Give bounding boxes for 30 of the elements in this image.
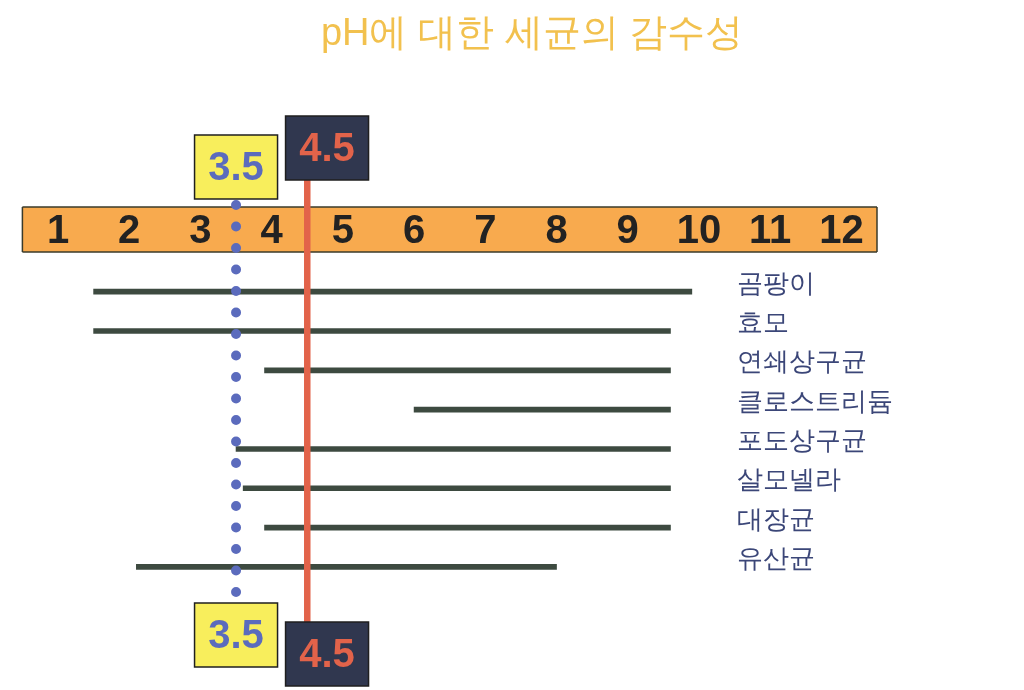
bar (264, 367, 671, 374)
x-tick-label: 9 (616, 207, 639, 252)
x-tick-label: 7 (474, 207, 497, 252)
bar (235, 446, 671, 452)
text: 4.5 (299, 125, 355, 170)
ref-line-label: 3.5 (208, 612, 264, 657)
text: 3.5 (208, 144, 264, 189)
x-tick-label: 2 (118, 207, 141, 252)
y-tick-label: 클로스트리듐 (736, 385, 893, 416)
y-tick-label: 대장균 (736, 503, 815, 534)
x-tick-label: 10 (676, 207, 722, 252)
y-tick-label: 포도상구균 (736, 425, 867, 456)
bar (242, 485, 671, 492)
y-tick-label: 연쇄상구균 (736, 346, 867, 377)
chart-title: pH에 대한 세균의 감수성 (319, 10, 745, 55)
x-tick-label: 6 (402, 207, 426, 252)
x-tick-label: 8 (545, 207, 568, 252)
y-tick-label: 효모 (736, 307, 789, 338)
x-tick-label: 1 (46, 207, 70, 252)
x-tick-label: 5 (331, 207, 354, 252)
y-tick-label: 살모넬라 (736, 464, 841, 495)
bar (93, 328, 671, 334)
x-tick-label: 4 (260, 207, 284, 252)
bar (136, 564, 557, 570)
x-tick-label: 11 (749, 207, 792, 252)
x-tick-label: 12 (819, 207, 864, 252)
y-tick-label: 유산균 (736, 543, 815, 574)
ref-line-label: 4.5 (299, 631, 355, 676)
x-tick-label: 3 (189, 207, 212, 252)
y-tick-label: 곰팡이 (736, 267, 815, 298)
